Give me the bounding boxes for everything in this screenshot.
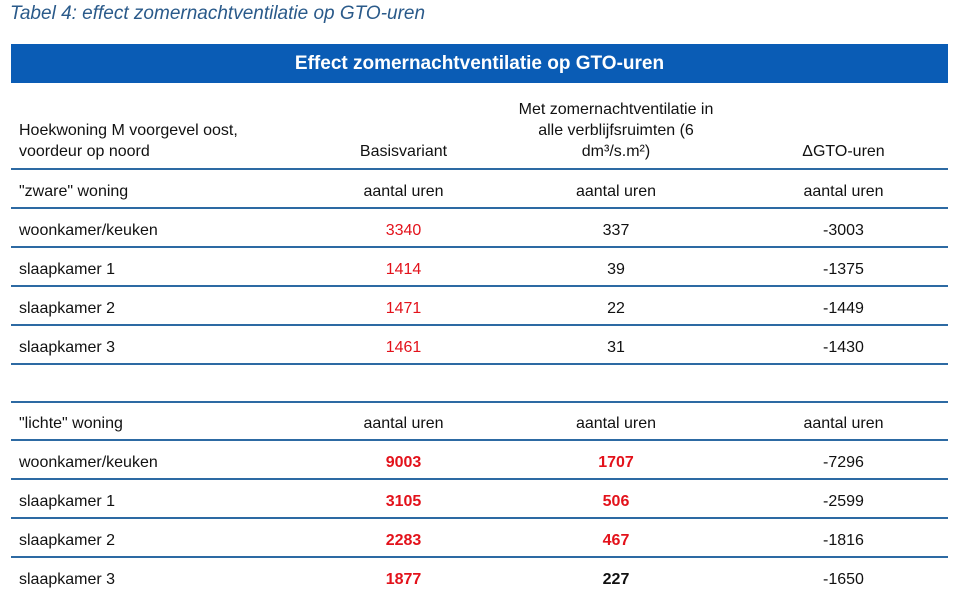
basis-value: 3340 xyxy=(385,222,422,239)
delta-value: -3003 xyxy=(823,222,864,239)
met-value: 467 xyxy=(602,532,630,549)
room-name: slaapkamer 3 xyxy=(19,339,116,356)
unit-label: aantal uren xyxy=(575,183,657,200)
met-value: 39 xyxy=(607,261,625,278)
table-row: slaapkamer 3 1877 227 -1650 xyxy=(11,558,948,595)
unit-label: aantal uren xyxy=(363,415,444,432)
room-name: woonkamer/keuken xyxy=(19,454,158,471)
room-name: slaapkamer 3 xyxy=(19,571,116,588)
table-row: woonkamer/keuken 3340 337 -3003 xyxy=(11,209,948,248)
delta-value: -1375 xyxy=(823,261,864,278)
header-delta-gto: ΔGTO-uren xyxy=(802,143,885,160)
table-row: slaapkamer 2 1471 22 -1449 xyxy=(11,287,948,326)
room-name: slaapkamer 2 xyxy=(19,300,116,317)
table-row: slaapkamer 2 2283 467 -1816 xyxy=(11,519,948,558)
table-row: slaapkamer 1 1414 39 -1375 xyxy=(11,248,948,287)
header-line: Met zomernachtventilatie in xyxy=(518,101,714,118)
basis-value: 1471 xyxy=(385,300,422,317)
delta-value: -1449 xyxy=(823,300,864,317)
met-value: 227 xyxy=(602,571,630,588)
met-value: 506 xyxy=(602,493,630,510)
delta-value: -1816 xyxy=(823,532,864,549)
section-header-row: "lichte" woning aantal uren aantal uren … xyxy=(11,403,948,441)
header-house-type: Hoekwoning M voorgevel oost, voordeur op … xyxy=(19,120,238,162)
basis-value: 3105 xyxy=(385,493,422,510)
header-basisvariant: Basisvariant xyxy=(359,143,448,160)
header-line: Hoekwoning M voorgevel oost, xyxy=(19,122,238,139)
table-row: woonkamer/keuken 9003 1707 -7296 xyxy=(11,441,948,480)
delta-value: -1650 xyxy=(823,571,864,588)
room-name: slaapkamer 1 xyxy=(19,493,116,510)
section-title: "lichte" woning xyxy=(19,415,123,432)
unit-label: aantal uren xyxy=(803,415,884,432)
unit-label: aantal uren xyxy=(803,183,884,200)
met-value: 31 xyxy=(607,339,625,356)
spacer-row xyxy=(11,365,948,403)
section-header-row: "zware" woning aantal uren aantal uren a… xyxy=(11,170,948,209)
room-name: slaapkamer 1 xyxy=(19,261,116,278)
column-header-row: Hoekwoning M voorgevel oost, voordeur op … xyxy=(11,90,948,170)
delta-value: -2599 xyxy=(823,493,864,510)
header-line: alle verblijfsruimten (6 xyxy=(538,122,694,139)
basis-value: 1461 xyxy=(385,339,422,356)
table-caption: Tabel 4: effect zomernachtventilatie op … xyxy=(10,3,426,24)
header-line: voordeur op noord xyxy=(19,143,150,160)
basis-value: 2283 xyxy=(385,532,422,549)
basis-value: 9003 xyxy=(385,454,422,471)
room-name: slaapkamer 2 xyxy=(19,532,116,549)
section-title: "zware" woning xyxy=(19,183,129,200)
header-line: dm³/s.m²) xyxy=(581,143,651,160)
header-met-ventilatie: Met zomernachtventilatie in alle verblijf… xyxy=(481,99,751,162)
met-value: 22 xyxy=(607,300,625,317)
met-value: 337 xyxy=(602,222,630,239)
basis-value: 1877 xyxy=(385,571,422,588)
room-name: woonkamer/keuken xyxy=(19,222,158,239)
table-row: slaapkamer 3 1461 31 -1430 xyxy=(11,326,948,365)
basis-value: 1414 xyxy=(385,261,422,278)
unit-label: aantal uren xyxy=(575,415,657,432)
delta-value: -1430 xyxy=(823,339,864,356)
unit-label: aantal uren xyxy=(363,183,444,200)
delta-value: -7296 xyxy=(823,454,864,471)
table-banner-title: Effect zomernachtventilatie op GTO-uren xyxy=(11,44,948,83)
met-value: 1707 xyxy=(598,454,634,471)
table-row: slaapkamer 1 3105 506 -2599 xyxy=(11,480,948,519)
